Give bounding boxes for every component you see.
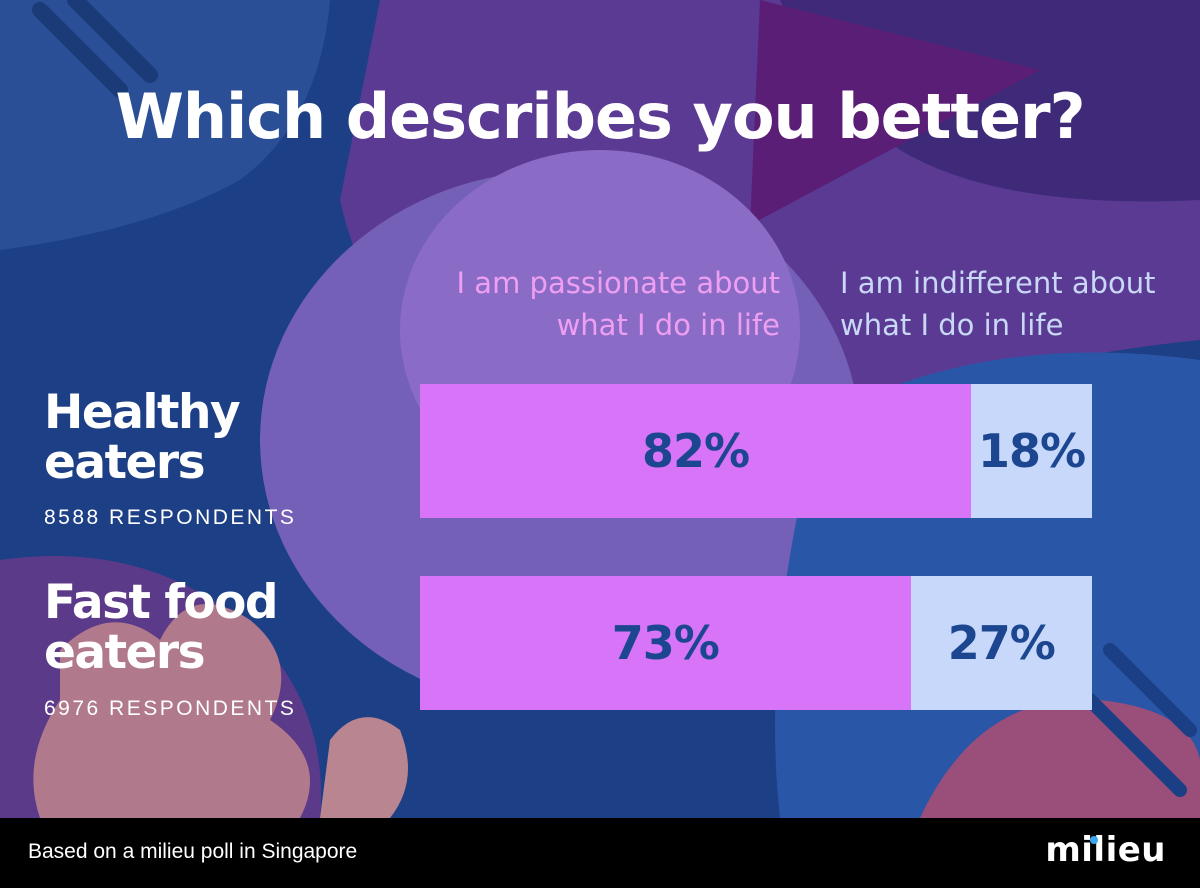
source-note: Based on a milieu poll in Singapore xyxy=(28,840,358,863)
chart-title: Which describes you better? xyxy=(115,80,1085,153)
category-label-line1: Fast food xyxy=(44,575,279,630)
category-label-fast-food: Fast food eaters xyxy=(44,575,279,680)
bar-segment-passionate-fast-food: 73% xyxy=(420,576,911,710)
category-label-line1: Healthy xyxy=(44,385,241,440)
milieu-logo: milieu xyxy=(1045,830,1166,870)
bar-segment-indifferent-fast-food: 27% xyxy=(910,576,1092,710)
legend-passionate: I am passionate about what I do in life xyxy=(400,262,780,346)
logo-text: milieu xyxy=(1045,830,1166,870)
bar-healthy: 82% 18% xyxy=(420,384,1092,518)
category-label-healthy: Healthy eaters xyxy=(44,385,241,490)
category-label-line2: eaters xyxy=(44,435,206,490)
value-label-passionate-fast-food: 73% xyxy=(611,616,720,670)
bar-fast-food: 73% 27% xyxy=(420,576,1092,710)
footer: Based on a milieu poll in Singapore mili… xyxy=(0,818,1200,888)
legend-indifferent-line2: what I do in life xyxy=(840,308,1064,342)
legend-indifferent: I am indifferent about what I do in life xyxy=(840,262,1200,346)
category-label-line2: eaters xyxy=(44,625,206,680)
respondents-healthy: 8588 RESPONDENTS xyxy=(44,506,297,529)
bar-segment-indifferent-healthy: 18% xyxy=(971,384,1092,518)
value-label-indifferent-fast-food: 27% xyxy=(947,616,1056,670)
value-label-indifferent-healthy: 18% xyxy=(977,424,1086,478)
respondents-fast-food: 6976 RESPONDENTS xyxy=(44,697,297,720)
logo-dot-icon xyxy=(1090,836,1099,844)
legend-passionate-line2: what I do in life xyxy=(556,308,780,342)
bar-segment-passionate-healthy: 82% xyxy=(420,384,972,518)
legend-passionate-line1: I am passionate about xyxy=(456,266,780,300)
value-label-passionate-healthy: 82% xyxy=(641,424,750,478)
legend-indifferent-line1: I am indifferent about xyxy=(840,266,1156,300)
